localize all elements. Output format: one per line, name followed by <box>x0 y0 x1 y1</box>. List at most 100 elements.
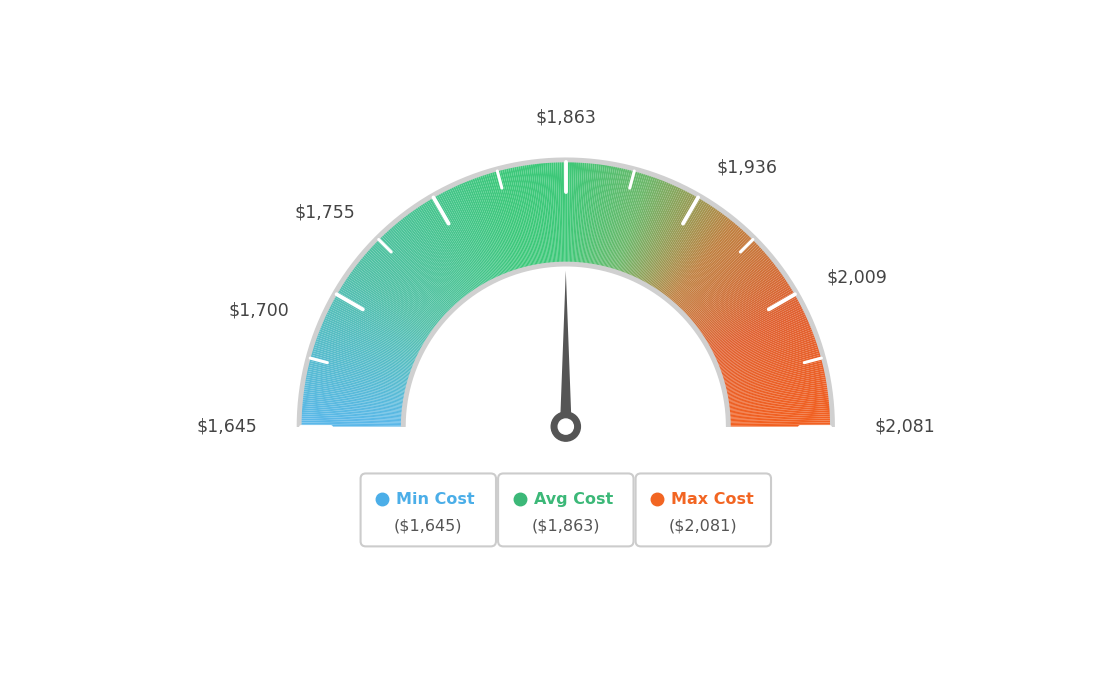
Wedge shape <box>593 164 612 266</box>
Wedge shape <box>722 356 824 385</box>
Wedge shape <box>304 377 406 397</box>
Wedge shape <box>690 255 772 323</box>
Wedge shape <box>343 279 431 337</box>
Wedge shape <box>625 178 664 275</box>
Wedge shape <box>668 219 734 301</box>
Wedge shape <box>299 412 404 419</box>
Wedge shape <box>317 328 415 368</box>
Wedge shape <box>423 200 480 289</box>
Wedge shape <box>443 189 492 282</box>
Wedge shape <box>319 323 416 364</box>
Wedge shape <box>312 340 412 375</box>
Wedge shape <box>575 160 583 264</box>
Wedge shape <box>689 253 769 322</box>
Wedge shape <box>703 286 793 342</box>
Wedge shape <box>671 224 741 304</box>
Wedge shape <box>331 298 424 349</box>
Wedge shape <box>728 400 831 411</box>
Wedge shape <box>510 166 533 268</box>
Wedge shape <box>440 190 491 283</box>
Wedge shape <box>607 169 636 270</box>
Wedge shape <box>729 416 832 422</box>
Wedge shape <box>728 406 831 415</box>
Wedge shape <box>666 216 731 299</box>
Wedge shape <box>388 226 458 306</box>
Wedge shape <box>541 161 552 265</box>
Wedge shape <box>669 221 737 302</box>
Wedge shape <box>413 207 474 294</box>
Wedge shape <box>718 331 815 369</box>
Wedge shape <box>306 366 407 391</box>
Wedge shape <box>403 264 729 426</box>
Wedge shape <box>662 212 726 297</box>
Wedge shape <box>581 161 593 265</box>
Wedge shape <box>322 317 417 361</box>
Wedge shape <box>534 161 548 265</box>
Wedge shape <box>307 360 408 387</box>
Wedge shape <box>371 242 448 315</box>
Wedge shape <box>327 306 421 354</box>
Wedge shape <box>618 175 655 273</box>
Text: $2,081: $2,081 <box>874 417 935 435</box>
Wedge shape <box>566 160 567 264</box>
Wedge shape <box>320 321 416 363</box>
Wedge shape <box>306 364 407 390</box>
Wedge shape <box>599 166 624 268</box>
Wedge shape <box>498 168 526 270</box>
Wedge shape <box>402 215 467 298</box>
Wedge shape <box>700 277 787 336</box>
Wedge shape <box>667 217 733 299</box>
Wedge shape <box>311 346 411 379</box>
Wedge shape <box>708 296 799 348</box>
Wedge shape <box>645 194 698 286</box>
Wedge shape <box>300 404 404 414</box>
Wedge shape <box>537 161 549 265</box>
Wedge shape <box>688 250 767 320</box>
Wedge shape <box>602 166 626 268</box>
Wedge shape <box>721 346 820 379</box>
Wedge shape <box>353 263 437 328</box>
Wedge shape <box>352 265 436 329</box>
Wedge shape <box>407 211 470 296</box>
Wedge shape <box>359 257 440 324</box>
Wedge shape <box>417 204 477 291</box>
Wedge shape <box>486 172 518 272</box>
Wedge shape <box>668 219 735 302</box>
Wedge shape <box>454 184 499 279</box>
Wedge shape <box>656 205 715 292</box>
Wedge shape <box>580 161 591 265</box>
Wedge shape <box>539 161 551 265</box>
Wedge shape <box>305 368 407 393</box>
Wedge shape <box>630 182 673 278</box>
Wedge shape <box>716 324 813 366</box>
Wedge shape <box>615 172 648 272</box>
Wedge shape <box>318 326 415 367</box>
Wedge shape <box>696 265 779 329</box>
Wedge shape <box>704 287 794 343</box>
Wedge shape <box>687 248 766 319</box>
Wedge shape <box>721 344 820 377</box>
Wedge shape <box>718 333 816 371</box>
Wedge shape <box>628 180 670 277</box>
Wedge shape <box>698 270 783 332</box>
Wedge shape <box>641 191 692 284</box>
Wedge shape <box>414 206 475 293</box>
Circle shape <box>551 412 581 441</box>
Wedge shape <box>719 336 817 373</box>
Wedge shape <box>715 323 813 364</box>
Wedge shape <box>725 379 828 399</box>
Wedge shape <box>584 161 597 265</box>
Wedge shape <box>637 187 684 282</box>
Wedge shape <box>299 416 403 422</box>
Wedge shape <box>722 350 821 382</box>
Wedge shape <box>570 160 574 264</box>
Wedge shape <box>420 203 478 290</box>
Wedge shape <box>728 408 832 416</box>
Wedge shape <box>689 252 768 321</box>
Wedge shape <box>719 334 817 371</box>
Wedge shape <box>380 234 454 310</box>
Text: $1,936: $1,936 <box>716 158 777 176</box>
Wedge shape <box>316 333 414 371</box>
Wedge shape <box>330 300 423 351</box>
Wedge shape <box>362 253 443 322</box>
